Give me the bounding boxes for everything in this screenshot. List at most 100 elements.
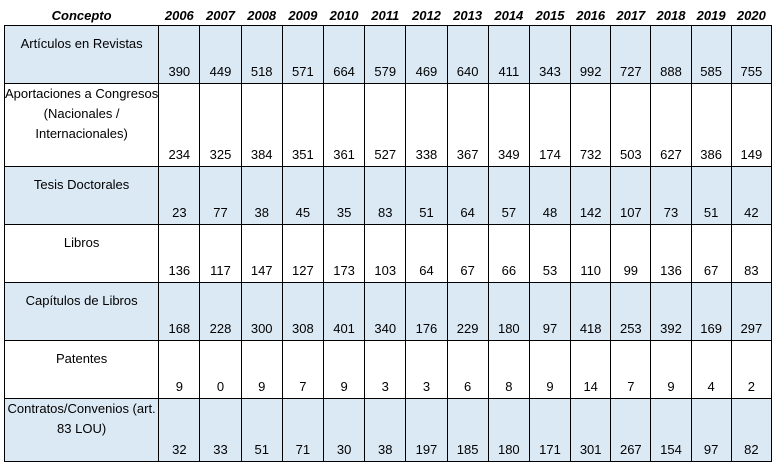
header-year: 2020: [736, 7, 766, 23]
value-cell: 9: [240, 340, 283, 399]
value-cell: 33: [199, 398, 242, 462]
value-cell: 45: [281, 166, 324, 225]
value-cell: 392: [650, 282, 692, 341]
value-cell: 579: [364, 25, 407, 84]
value-cell: 180: [487, 282, 530, 341]
value-cell: 136: [158, 224, 201, 283]
value-cell: 9: [158, 340, 201, 399]
value-cell: 35: [322, 166, 366, 225]
value-cell: 349: [487, 83, 530, 167]
value-cell: 99: [610, 224, 652, 283]
header-year: 2018: [656, 7, 686, 23]
header-year: 2008: [247, 7, 277, 23]
value-cell: 51: [690, 166, 732, 225]
value-cell: 585: [690, 25, 732, 84]
value-cell: 386: [690, 83, 732, 167]
value-cell: 9: [650, 340, 692, 399]
header-year: 2016: [576, 7, 606, 23]
value-cell: 7: [281, 340, 324, 399]
row-label: Aportaciones a Congresos (Nacionales / I…: [3, 83, 160, 167]
value-cell: 664: [322, 25, 366, 84]
value-cell: 3: [364, 340, 407, 399]
value-cell: 57: [487, 166, 530, 225]
value-cell: 253: [610, 282, 652, 341]
value-cell: 0: [199, 340, 242, 399]
value-cell: 418: [570, 282, 612, 341]
value-cell: 73: [650, 166, 692, 225]
value-cell: 136: [650, 224, 692, 283]
value-cell: 449: [199, 25, 242, 84]
value-cell: 171: [528, 398, 572, 462]
table-header: Concepto 2006 2007 2008 2009 2010 2011 2…: [5, 5, 772, 26]
value-cell: 30: [322, 398, 366, 462]
value-cell: 755: [730, 25, 773, 84]
value-cell: 142: [570, 166, 612, 225]
value-cell: 401: [322, 282, 366, 341]
row-label: Contratos/Convenios (art. 83 LOU): [3, 398, 160, 462]
header-year: 2007: [206, 7, 235, 23]
row-label: Capítulos de Libros: [3, 282, 160, 341]
value-cell: 197: [405, 398, 448, 462]
table-row: Capítulos de Libros 168 228 300 308 401 340 176…: [3, 282, 773, 341]
value-cell: 117: [199, 224, 242, 283]
row-label: Patentes: [3, 340, 160, 399]
header-year: 2014: [494, 7, 524, 23]
header-year: 2010: [329, 7, 359, 23]
value-cell: 14: [570, 340, 612, 399]
value-cell: 67: [446, 224, 489, 283]
value-cell: 147: [240, 224, 283, 283]
value-cell: 51: [405, 166, 448, 225]
value-cell: 38: [364, 398, 407, 462]
value-cell: 82: [730, 398, 773, 462]
header-year: 2015: [535, 7, 565, 23]
value-cell: 229: [446, 282, 489, 341]
value-cell: 888: [650, 25, 692, 84]
table-body: Artículos en Revistas 390 449 518 571 664 579 4…: [3, 25, 773, 462]
value-cell: 338: [405, 83, 448, 167]
value-cell: 83: [364, 166, 407, 225]
value-cell: 2: [730, 340, 773, 399]
value-cell: 32: [158, 398, 201, 462]
value-cell: 97: [528, 282, 572, 341]
value-cell: 42: [730, 166, 773, 225]
row-label: Tesis Doctorales: [3, 166, 160, 225]
value-cell: 411: [487, 25, 530, 84]
value-cell: 300: [240, 282, 283, 341]
value-cell: 340: [364, 282, 407, 341]
value-cell: 9: [528, 340, 572, 399]
header-concept: Concepto: [51, 7, 112, 23]
value-cell: 325: [199, 83, 242, 167]
value-cell: 351: [281, 83, 324, 167]
production-table: Concepto 2006 2007 2008 2009 2010 2011 2…: [3, 5, 773, 462]
value-cell: 64: [405, 224, 448, 283]
value-cell: 110: [570, 224, 612, 283]
value-cell: 173: [322, 224, 366, 283]
value-cell: 469: [405, 25, 448, 84]
header-year: 2006: [164, 7, 194, 23]
value-cell: 169: [690, 282, 732, 341]
value-cell: 127: [281, 224, 324, 283]
value-cell: 518: [240, 25, 283, 84]
value-cell: 71: [281, 398, 324, 462]
value-cell: 176: [405, 282, 448, 341]
header-year: 2019: [696, 7, 726, 23]
value-cell: 154: [650, 398, 692, 462]
header-row: Concepto 2006 2007 2008 2009 2010 2011 2…: [5, 5, 772, 26]
table-row: Aportaciones a Congresos (Nacionales / I…: [3, 83, 773, 167]
value-cell: 23: [158, 166, 201, 225]
value-cell: 6: [446, 340, 489, 399]
value-cell: 7: [610, 340, 652, 399]
value-cell: 64: [446, 166, 489, 225]
value-cell: 727: [610, 25, 652, 84]
value-cell: 51: [240, 398, 283, 462]
value-cell: 9: [322, 340, 366, 399]
value-cell: 503: [610, 83, 652, 167]
value-cell: 67: [690, 224, 732, 283]
value-cell: 83: [730, 224, 773, 283]
value-cell: 301: [570, 398, 612, 462]
value-cell: 4: [690, 340, 732, 399]
table-row: Tesis Doctorales 23 77 38 45 35 83 51 64 57 48 142 1…: [3, 166, 773, 225]
value-cell: 390: [158, 25, 201, 84]
value-cell: 640: [446, 25, 489, 84]
header-year: 2012: [411, 7, 441, 23]
